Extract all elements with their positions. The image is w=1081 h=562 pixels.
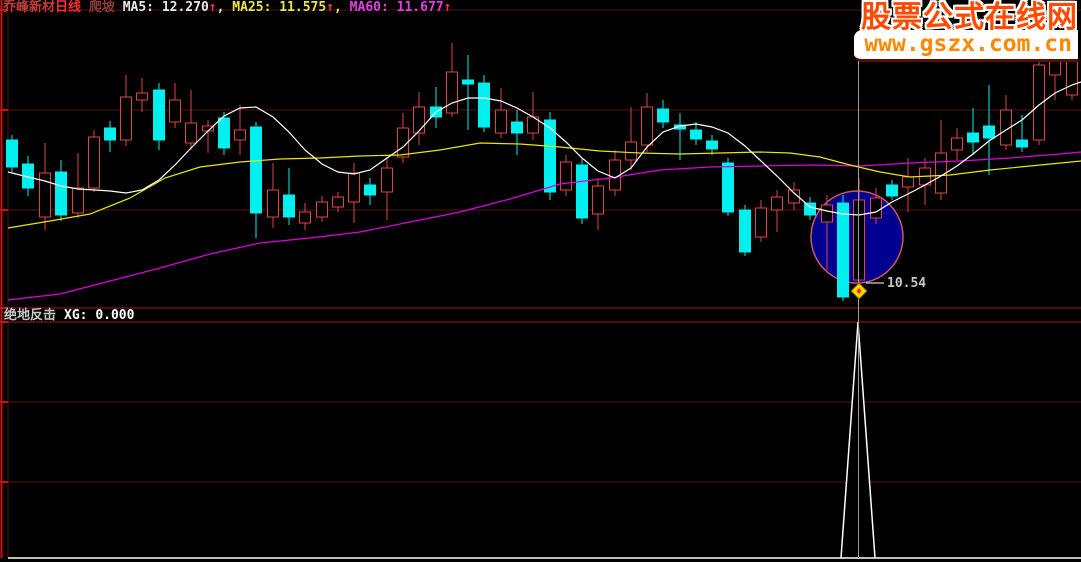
candle-down: [462, 79, 474, 85]
title-segment: 乔峰新材: [3, 0, 56, 15]
candle-up: [234, 129, 246, 141]
candle-down: [153, 89, 165, 141]
candle-up: [397, 127, 409, 158]
title-segment: ,: [334, 0, 350, 15]
ma60-line: [7, 151, 1081, 301]
title-segment: MA5: 12.270: [122, 0, 209, 15]
candle-down: [706, 140, 718, 150]
candle-up: [870, 197, 882, 219]
title-segment: ↑: [208, 0, 217, 15]
candle-down: [804, 202, 816, 216]
candle-up: [1000, 109, 1012, 146]
title-segment: ↑: [326, 0, 335, 15]
candle-down: [886, 184, 898, 197]
candle-up: [788, 189, 800, 204]
candle-down: [674, 124, 686, 130]
candle-down: [576, 164, 588, 219]
candle-up: [88, 136, 100, 189]
candle-down: [283, 194, 295, 218]
candle-up: [299, 211, 311, 224]
candle-up: [821, 204, 833, 223]
title-segment: MA25: 11.575: [232, 0, 327, 15]
candle-down: [722, 162, 734, 213]
chart-title-bar: 乔峰新材日线 爬坡 MA5: 12.270↑, MA25: 11.575↑, M…: [3, 1, 451, 15]
candle-up: [641, 106, 653, 146]
candle-up: [316, 201, 328, 218]
ma5-line: [7, 81, 1081, 216]
candle-down: [364, 184, 376, 196]
candle-down: [544, 119, 556, 193]
title-segment: ,: [216, 0, 233, 15]
candle-up: [332, 196, 344, 208]
candle-up: [39, 172, 51, 218]
candle-up: [771, 196, 783, 211]
candle-down: [511, 121, 523, 134]
candle-down: [6, 139, 18, 168]
indicator-value: XG: 0.000: [64, 308, 135, 323]
candle-down: [967, 132, 979, 143]
candle-down: [104, 127, 116, 141]
candle-up: [381, 167, 393, 193]
candle-up: [592, 185, 604, 215]
candle-up: [625, 141, 637, 161]
candle-up: [951, 137, 963, 151]
candle-up: [120, 96, 132, 141]
candle-up: [446, 71, 458, 114]
indicator-name: 绝地反击: [4, 308, 57, 323]
candle-down: [218, 117, 230, 149]
candle-down: [739, 209, 751, 253]
candle-up: [267, 189, 279, 218]
candle-up: [348, 172, 360, 203]
candle-up: [72, 187, 84, 214]
title-segment: ↑: [443, 0, 452, 15]
candle-up: [560, 161, 572, 191]
candle-up: [902, 176, 914, 188]
watermark-site-url: www.gszx.com.cn: [854, 30, 1078, 62]
price-marker-label: 10.54: [887, 276, 927, 291]
candle-down: [837, 202, 849, 298]
candle-down: [1016, 139, 1028, 148]
candle-down: [983, 125, 995, 139]
candle-up: [413, 106, 425, 134]
candle-down: [55, 171, 67, 216]
ma25-line: [7, 142, 1081, 229]
title-segment: MA60: 11.677: [349, 0, 444, 15]
candle-up: [169, 99, 181, 123]
watermark: 股票公式在线网 www.gszx.com.cn: [854, 2, 1078, 62]
diamond-core-icon: [856, 288, 862, 294]
candle-up: [185, 122, 197, 144]
candle-down: [690, 129, 702, 140]
candle-up: [755, 207, 767, 238]
candle-up: [1033, 64, 1045, 141]
watermark-site-name: 股票公式在线网: [861, 0, 1078, 35]
candle-down: [250, 126, 262, 214]
candle-down: [478, 82, 490, 128]
candle-down: [657, 108, 669, 123]
candle-up: [495, 109, 507, 134]
title-segment: 日线: [55, 0, 82, 15]
title-segment: 爬坡: [81, 0, 123, 15]
indicator-label-row: 绝地反击 XG: 0.000: [4, 309, 134, 323]
candle-up: [136, 92, 148, 101]
